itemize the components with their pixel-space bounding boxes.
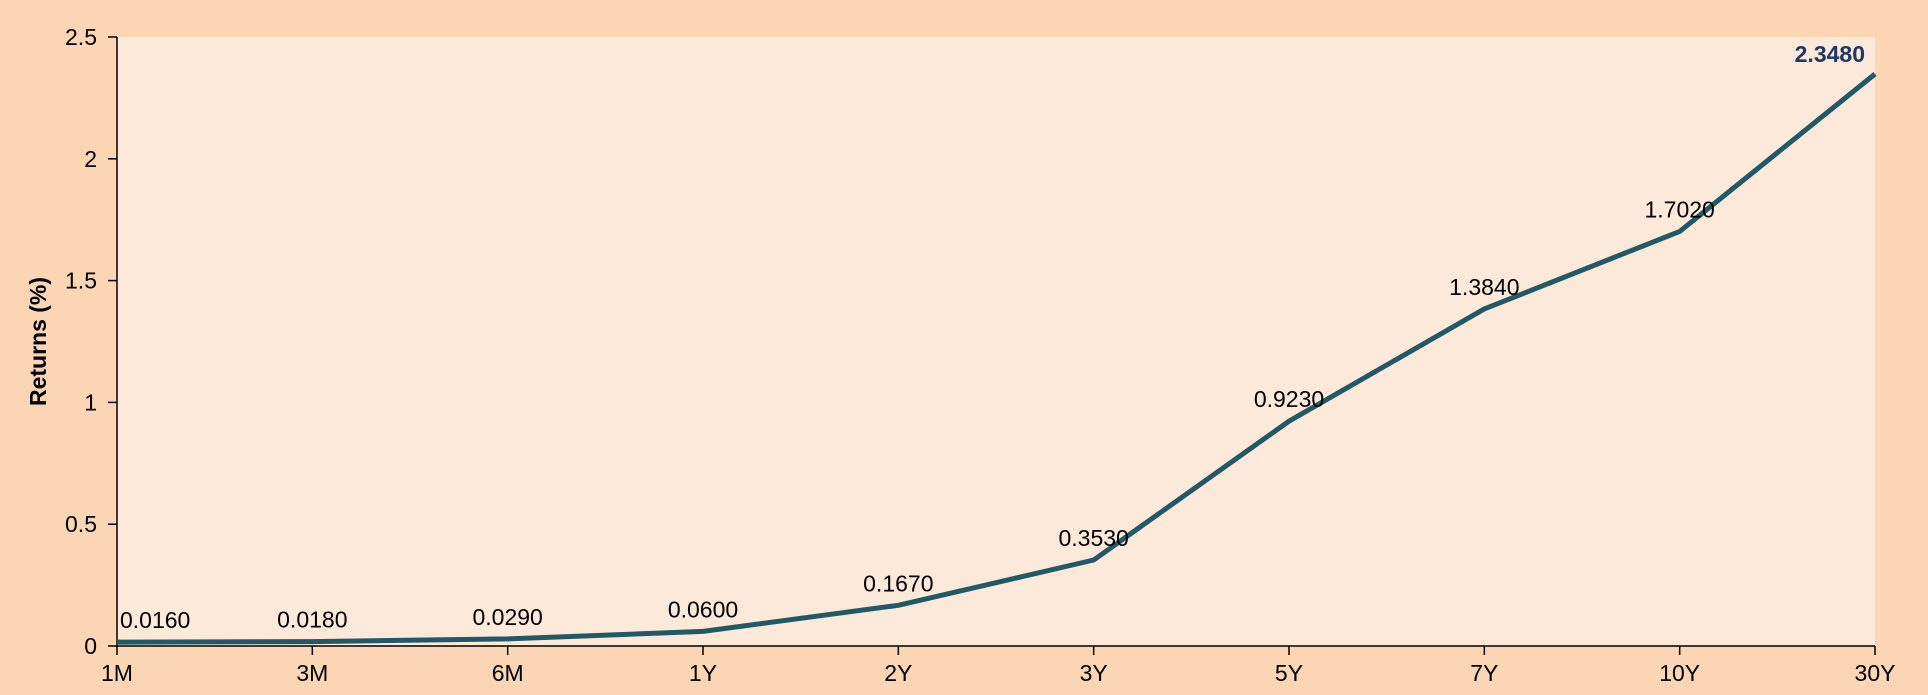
x-tick-label: 3Y [1080,660,1108,686]
x-tick-label: 2Y [884,660,912,686]
x-tick-label: 30Y [1855,660,1896,686]
x-tick-label: 1Y [689,660,717,686]
x-tick-label: 1M [101,660,133,686]
x-tick-label: 7Y [1470,660,1498,686]
y-tick-label: 2 [84,146,97,172]
y-tick-label: 1 [84,389,97,415]
x-tick-label: 10Y [1659,660,1700,686]
y-axis-title: Returns (%) [25,277,51,406]
y-axis-ticks: 0 0.5 1 1.5 2 2.5 [65,24,117,659]
y-tick-label: 1.5 [65,268,97,294]
data-label: 0.0180 [277,607,347,633]
y-tick-label: 0.5 [65,511,97,537]
data-label: 0.1670 [863,570,933,596]
x-axis-ticks: 1M 3M 6M 1Y 2Y 3Y 5Y 7Y 10Y 30Y [101,646,1895,686]
data-label: 0.9230 [1254,386,1324,412]
y-tick-label: 2.5 [65,24,97,50]
plot-area [117,37,1875,646]
data-label: 1.3840 [1449,274,1519,300]
data-label: 0.3530 [1058,525,1128,551]
data-label: 2.3480 [1795,41,1865,67]
x-tick-label: 6M [492,660,524,686]
x-tick-label: 5Y [1275,660,1303,686]
axes [116,37,1875,647]
x-tick-label: 3M [296,660,328,686]
series-line [116,72,1877,645]
data-label: 1.7020 [1644,196,1714,222]
data-label: 0.0600 [668,596,738,622]
data-labels: 0.0160 0.0180 0.0290 0.0600 0.1670 0.3530 0.92… [120,41,1865,633]
data-label: 0.0160 [120,607,190,633]
y-tick-label: 0 [84,633,97,659]
data-label: 0.0290 [472,604,542,630]
